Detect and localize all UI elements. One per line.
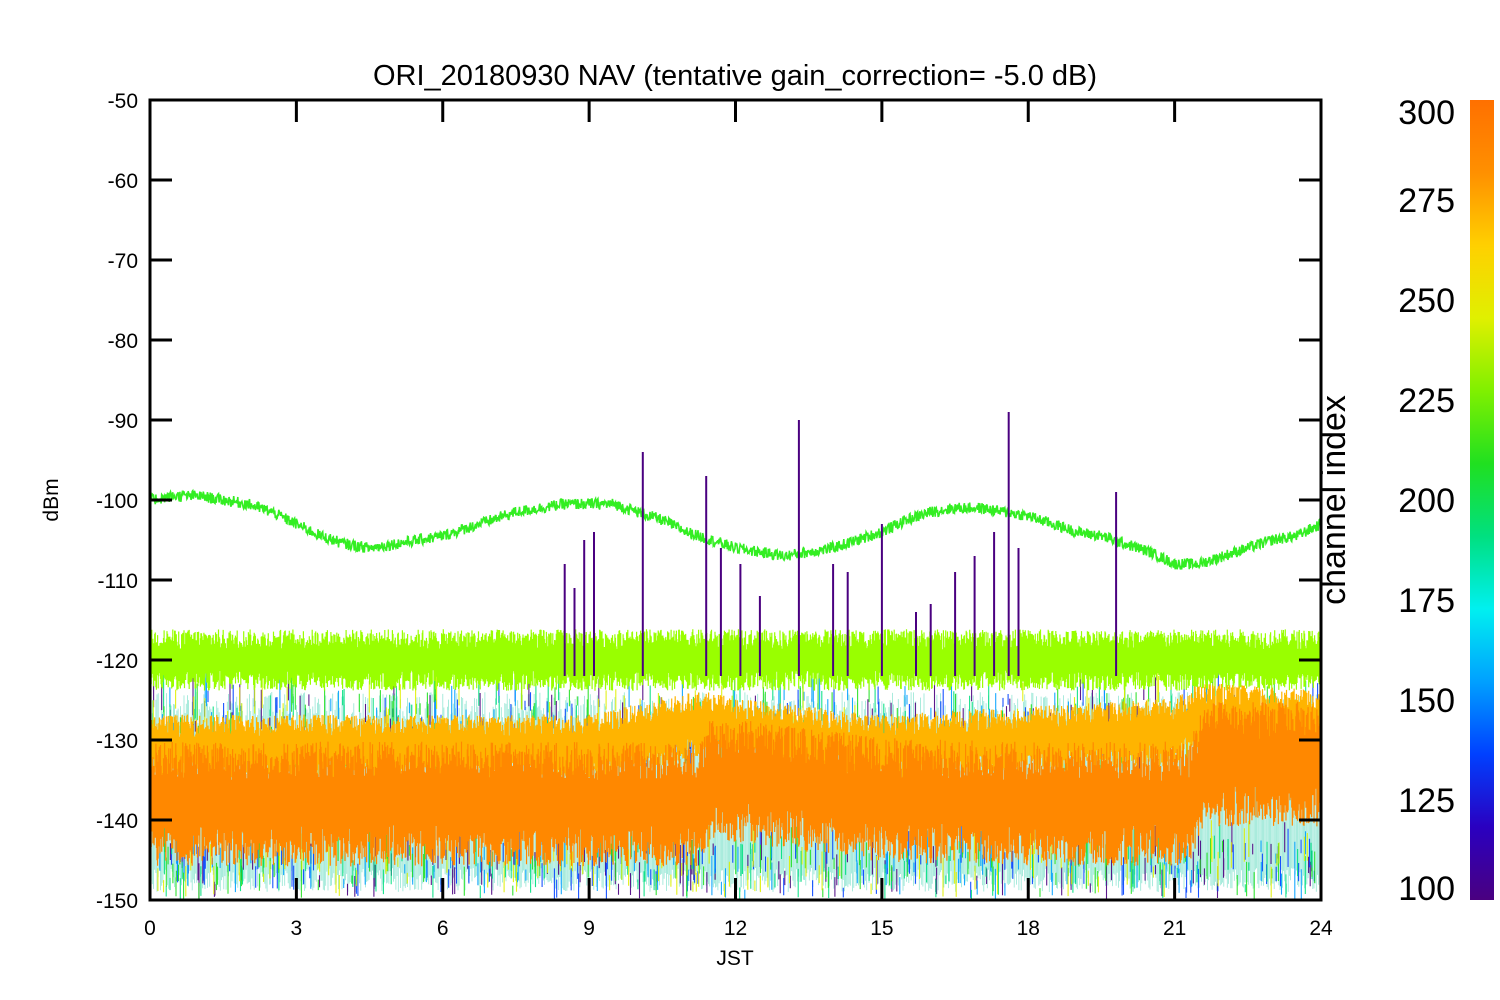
y-tick-label: -140 [96,810,138,833]
y-tick-label: -130 [96,730,138,753]
plot-data [150,412,1321,900]
x-tick-label: 12 [724,917,747,940]
y-tick-label: -90 [108,410,138,433]
axis-ticks: 0 3 6 9 12 15 18 21 24 -50 -60 -70 -80 -90 -100 -110 -12… [96,90,1333,940]
colorbar-tick-label: 175 [1398,582,1455,620]
colorbar-tick-label: 275 [1398,182,1455,220]
colorbar-tick-label: 200 [1398,482,1455,520]
y-tick-label: -110 [98,570,138,593]
colorbar-ticks: 100 125 150 175 200 225 250 275 300 [1398,94,1455,908]
series-3-band [150,701,1321,867]
colorbar [1470,100,1494,900]
colorbar-tick-label: 250 [1398,282,1455,320]
series-4-spikes [563,412,1118,676]
y-tick-label: -100 [96,490,138,513]
y-tick-label: -60 [108,170,138,193]
y-tick-label: -80 [108,330,138,353]
x-tick-label: 6 [437,917,449,940]
series-0-line [150,488,1321,571]
x-tick-label: 15 [870,917,893,940]
colorbar-tick-label: 125 [1398,782,1455,820]
y-tick-label: -150 [96,890,138,913]
x-tick-label: 18 [1017,917,1040,940]
x-tick-label: 9 [583,917,595,940]
colorbar-label: channel index [1315,395,1353,605]
colorbar-tick-label: 225 [1398,382,1455,420]
y-tick-label: -70 [108,250,138,273]
chart-title: ORI_20180930 NAV (tentative gain_correct… [373,60,1097,92]
series-1-band [150,629,1321,691]
x-tick-label: 3 [291,917,303,940]
colorbar-tick-label: 150 [1398,682,1455,720]
y-tick-label: -120 [96,650,138,673]
x-tick-label: 21 [1163,917,1186,940]
x-tick-label: 0 [144,917,156,940]
y-tick-label: -50 [108,90,138,113]
x-tick-label: 24 [1309,917,1333,940]
colorbar-tick-label: 300 [1398,94,1455,132]
colorbar-tick-label: 100 [1398,870,1455,908]
y-axis-label: dBm [40,478,63,521]
x-axis-label: JST [716,947,754,970]
